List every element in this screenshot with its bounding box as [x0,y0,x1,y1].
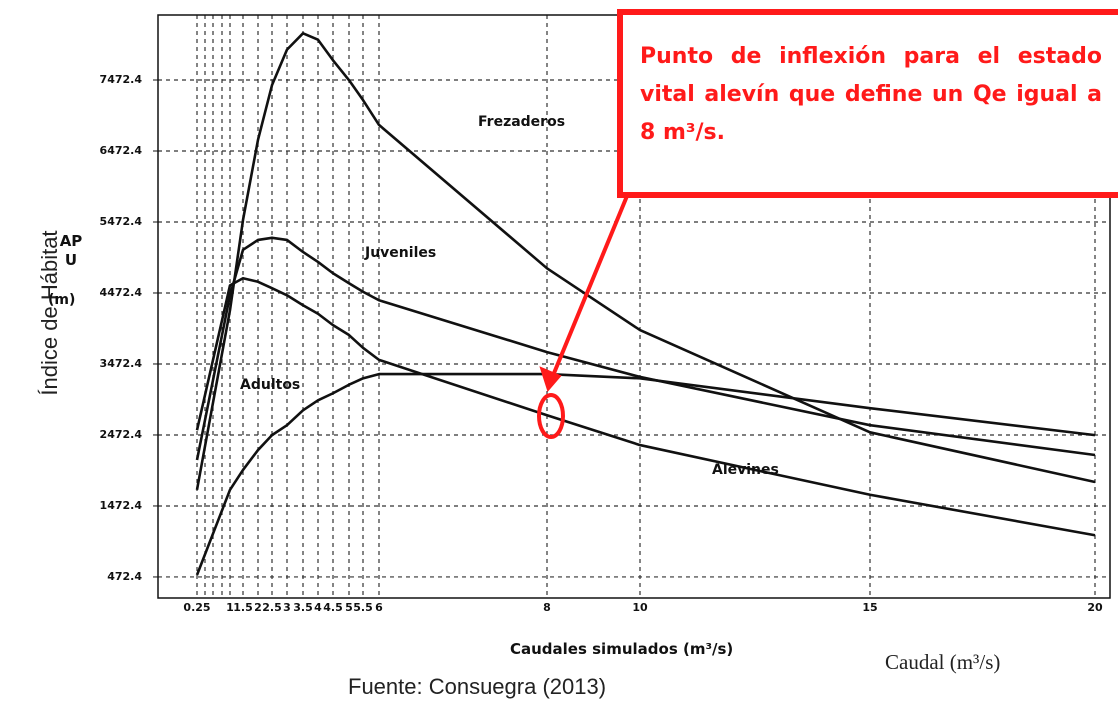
series-line [195,276,1096,537]
series-line [195,32,1096,491]
annotation-arrowhead [539,366,562,393]
y-tick-label: 5472.4 [100,215,143,228]
x-tick-label: 3.5 [293,601,313,614]
series-label: Adultos [240,377,300,393]
x-tick-label: 15 [862,601,877,614]
x-tick-label: 20 [1087,601,1103,614]
x-tick-label: 2.5 [262,601,282,614]
x-tick-label: 4 [314,601,322,614]
annotation: Punto de inflexión para el estado vital … [640,44,1102,145]
x-tick-label: 0.25 [183,601,210,614]
y-tick-label: 2472.4 [100,428,143,441]
series-label: Alevines [712,462,779,478]
y-tick-label: 7472.4 [100,73,143,86]
annotation-box [617,9,1118,198]
series-label: Juveniles [364,245,436,261]
x-tick-label: 10 [632,601,648,614]
x-axis-label: Caudales simulados (m³/s) [510,640,734,658]
y-axis-label: Índice de Hábitat [37,230,62,396]
x-tick-label: 8 [543,601,551,614]
x-tick-label: 5.5 [353,601,373,614]
source: Fuente: Consuegra (2013) [348,674,607,699]
y-tick-label: 4472.4 [100,286,143,299]
y-tick-label: 6472.4 [100,144,143,157]
y-tick-label: 3472.4 [100,357,143,370]
x-tick-label: 6 [375,601,383,614]
series-line [195,236,1096,461]
y-tick-label: 472.4 [107,570,142,583]
highlight-ellipse [537,393,565,439]
y-axis-unit: (m) [48,292,76,308]
y-tick-label: 1472.4 [100,499,143,512]
series-label: Frezaderos [478,114,565,130]
x-tick-label: 4.5 [323,601,343,614]
x-tick-label: 5 [345,601,353,614]
series-line [195,372,1096,576]
annotation-arrow [550,195,629,379]
x-tick-label: 3 [283,601,291,614]
y-axis-sublabel: APU [59,232,83,269]
x-tick-label: 2 [254,601,262,614]
x-tick-label: 1.5 [233,601,253,614]
x-axis-label-2: Caudal (m³/s) [885,650,1001,674]
x-tick-label: 1 [226,601,234,614]
